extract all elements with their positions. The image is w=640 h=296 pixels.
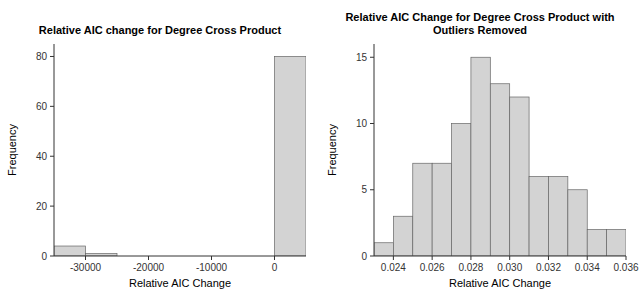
title-line: Relative AIC Change for Degree Cross Pro… [345, 11, 614, 23]
y-tick [370, 123, 374, 124]
y-axis-label: Frequency [326, 124, 338, 176]
histogram-bar [413, 163, 432, 256]
histogram-bar [54, 246, 86, 256]
x-tick-label: 0 [272, 262, 278, 273]
y-tick [370, 57, 374, 58]
x-tick [470, 256, 471, 260]
x-tick-label: -10000 [196, 262, 228, 273]
y-tick [50, 256, 54, 257]
histogram-bar [607, 230, 626, 257]
title-line: Relative AIC change for Degree Cross Pro… [39, 24, 282, 36]
x-tick [587, 256, 588, 260]
x-tick-label: 0.030 [497, 262, 522, 273]
y-tick-label: 80 [36, 51, 48, 62]
x-tick-label: 0.028 [458, 262, 483, 273]
figure: -30000 -20000 -10000 0 0 20 40 60 80 Relative AIC… [0, 0, 640, 296]
chart-title: Relative AIC change for Degree Cross Pro… [39, 24, 282, 36]
x-tick [85, 256, 86, 260]
x-tick-label: 0.036 [613, 262, 638, 273]
histogram-bar [452, 124, 471, 257]
x-tick [548, 256, 549, 260]
x-tick [626, 256, 627, 260]
x-axis-line [54, 256, 306, 257]
y-tick [50, 206, 54, 207]
y-axis-label: Frequency [6, 124, 18, 176]
y-tick-label: 0 [361, 251, 367, 262]
bars [374, 57, 626, 256]
x-axis-label: Relative AIC Change [449, 277, 551, 289]
histogram-bar [548, 177, 567, 257]
y-tick-label: 0 [41, 251, 47, 262]
y-axis-line [374, 44, 375, 256]
x-tick [432, 256, 433, 260]
x-tick [211, 256, 212, 260]
histogram-bar [568, 190, 587, 256]
histogram-bar [471, 57, 490, 256]
histogram-bar [393, 216, 412, 256]
y-axis-line [54, 44, 55, 256]
histogram-bar [587, 230, 606, 257]
y-tick [50, 56, 54, 57]
panel: 0.024 0.026 0.028 0.030 0.032 0.034 0.036 0 5 10 1… [326, 11, 639, 289]
x-tick-label: 0.026 [420, 262, 445, 273]
x-tick [509, 256, 510, 260]
histogram-bar [374, 243, 393, 256]
chart-title: Relative AIC Change for Degree Cross Pro… [345, 11, 614, 36]
y-tick-label: 15 [356, 52, 368, 63]
x-tick-label: -20000 [133, 262, 165, 273]
x-tick [148, 256, 149, 260]
title-line: Outliers Removed [433, 24, 527, 36]
histogram-bar [432, 163, 451, 256]
y-tick [370, 256, 374, 257]
y-tick [50, 156, 54, 157]
x-tick-label: -30000 [70, 262, 102, 273]
y-tick-label: 40 [36, 151, 48, 162]
y-tick [50, 106, 54, 107]
y-tick-label: 60 [36, 101, 48, 112]
histogram-bar [529, 177, 548, 257]
x-tick [274, 256, 275, 260]
y-tick-label: 5 [361, 184, 367, 195]
y-tick-label: 20 [36, 201, 48, 212]
x-tick-label: 0.034 [575, 262, 600, 273]
histogram-bar [510, 97, 529, 256]
x-tick [393, 256, 394, 260]
histogram-bar [490, 84, 509, 256]
x-tick-label: 0.024 [381, 262, 406, 273]
histogram-bar [275, 56, 307, 256]
y-tick-label: 10 [356, 118, 368, 129]
x-tick-label: 0.032 [536, 262, 561, 273]
y-tick [370, 189, 374, 190]
x-axis-line [374, 256, 626, 257]
panel: -30000 -20000 -10000 0 0 20 40 60 80 Relative AIC… [6, 24, 306, 289]
bars [54, 56, 306, 256]
x-axis-label: Relative AIC Change [129, 277, 231, 289]
